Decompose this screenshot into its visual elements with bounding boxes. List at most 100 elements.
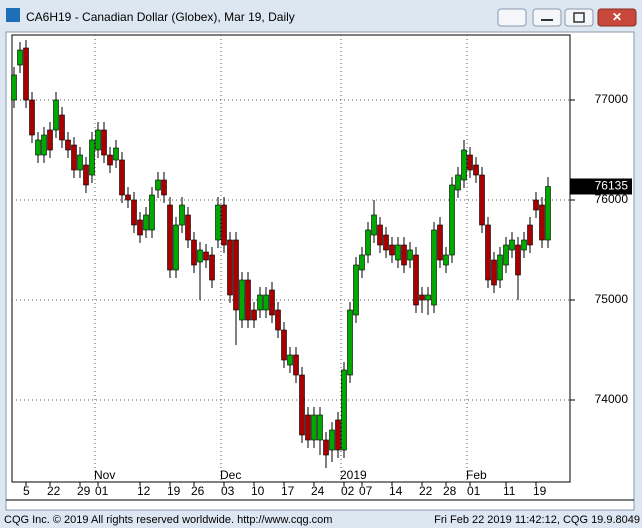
candle-body: [59, 114, 65, 141]
candle-body: [473, 164, 479, 176]
candle-body: [413, 254, 419, 306]
candle-body: [335, 419, 341, 451]
candle-body: [425, 294, 431, 301]
candle-body: [461, 149, 467, 181]
window-icon: [6, 8, 20, 22]
candle-body: [467, 154, 473, 171]
x-tick-label: 28: [443, 484, 457, 498]
candle-body: [251, 309, 257, 321]
candle-body: [269, 289, 275, 316]
candle-body: [227, 239, 233, 296]
candle-body: [65, 139, 71, 151]
candle-body: [11, 74, 17, 101]
candle-body: [275, 309, 281, 331]
x-tick-label: 29: [77, 484, 91, 498]
candle-body: [437, 224, 443, 261]
candle-body: [431, 229, 437, 306]
last-price-label: 76135: [595, 179, 629, 193]
candle-body: [119, 159, 125, 196]
window-title: CA6H19 - Canadian Dollar (Globex), Mar 1…: [26, 10, 295, 24]
candle-body: [305, 414, 311, 441]
x-tick-label: 12: [137, 484, 151, 498]
close-icon: ✕: [612, 10, 622, 24]
candle-body: [455, 174, 461, 191]
candle-body: [479, 174, 485, 226]
x-tick-label: 01: [467, 484, 481, 498]
candle-body: [101, 129, 107, 156]
candle-body: [83, 164, 89, 186]
candle-body: [497, 254, 503, 281]
candle-body: [113, 147, 119, 161]
footer-left: CQG Inc. © 2019 All rights reserved worl…: [4, 514, 332, 526]
candle-body: [509, 239, 515, 251]
month-label: Nov: [94, 468, 115, 482]
candle-body: [521, 239, 527, 251]
candle-body: [23, 47, 29, 101]
month-label: 2019: [340, 468, 367, 482]
candle-body: [383, 234, 389, 251]
candle-body: [287, 354, 293, 366]
x-tick-label: 19: [167, 484, 181, 498]
candle-body: [419, 294, 425, 301]
candle-body: [257, 294, 263, 311]
candle-body: [389, 244, 395, 256]
candle-body: [71, 144, 77, 171]
x-tick-label: 10: [251, 484, 265, 498]
candle-body: [401, 244, 407, 266]
candle-body: [323, 439, 329, 456]
candle-body: [239, 279, 245, 321]
x-tick-label: 17: [281, 484, 295, 498]
y-tick-label: 76000: [595, 192, 629, 206]
candle-body: [299, 374, 305, 436]
candle-body: [377, 224, 383, 246]
minimize-button[interactable]: [532, 8, 562, 27]
candle-body: [29, 99, 35, 136]
candle-body: [407, 249, 413, 261]
candle-body: [395, 244, 401, 261]
x-tick-label: 03: [221, 484, 235, 498]
candle-body: [353, 264, 359, 316]
candle-body: [77, 154, 83, 171]
candle-body: [161, 179, 167, 196]
candle-body: [107, 154, 113, 166]
candle-body: [155, 179, 161, 191]
candle-body: [215, 204, 221, 241]
close-button[interactable]: [597, 8, 637, 27]
candle-body: [35, 139, 41, 156]
candle-body: [125, 194, 131, 201]
candle-body: [347, 309, 353, 376]
candle-body: [371, 214, 377, 236]
candle-body: [341, 369, 347, 451]
maximize-button[interactable]: [564, 8, 594, 27]
x-tick-label: 07: [359, 484, 373, 498]
candle-body: [191, 239, 197, 266]
y-tick-label: 74000: [595, 392, 629, 406]
candle-body: [197, 249, 203, 263]
x-tick-label: 24: [311, 484, 325, 498]
candle-body: [503, 244, 509, 266]
link-button[interactable]: [497, 8, 527, 27]
candle-body: [491, 259, 497, 286]
candle-body: [311, 414, 317, 441]
candle-body: [221, 204, 227, 246]
x-tick-label: 02: [341, 484, 355, 498]
candle-body: [545, 186, 551, 241]
candle-body: [233, 239, 239, 311]
month-label: Dec: [220, 468, 241, 482]
candle-body: [137, 219, 143, 236]
candle-body: [173, 224, 179, 271]
candle-body: [149, 194, 155, 231]
candle-body: [317, 414, 323, 441]
candle-body: [359, 254, 365, 271]
plot-area: [11, 34, 571, 483]
candle-body: [167, 204, 173, 271]
candle-body: [533, 199, 539, 211]
month-label: Feb: [466, 468, 487, 482]
last-price-box: [570, 178, 632, 195]
y-tick-label: 77000: [595, 92, 629, 106]
candle-body: [95, 129, 101, 151]
x-tick-label: 5: [23, 484, 30, 498]
candle-body: [203, 251, 209, 261]
candle-body: [209, 254, 215, 281]
